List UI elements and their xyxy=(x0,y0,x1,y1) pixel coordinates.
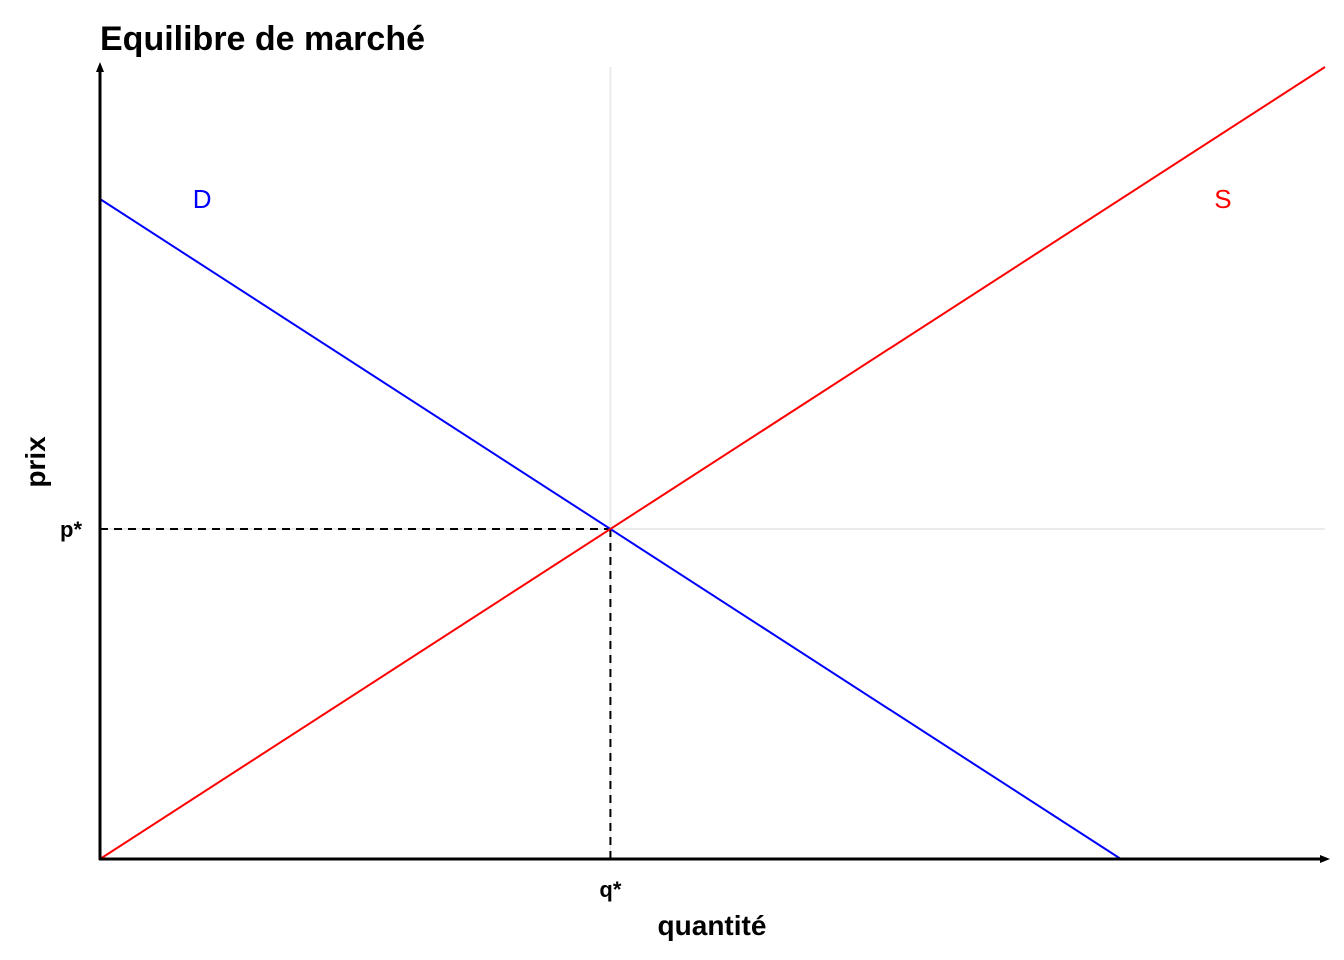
series-line-s xyxy=(99,66,1326,860)
x-tick-label-equilibrium: q* xyxy=(599,877,621,902)
y-axis-label: prix xyxy=(20,436,51,488)
y-tick-label-equilibrium: p* xyxy=(60,517,82,542)
curve-label-d: D xyxy=(193,184,212,214)
curve-label-s: S xyxy=(1214,184,1231,214)
x-axis-label: quantité xyxy=(658,910,767,941)
chart-title: Equilibre de marché xyxy=(100,20,425,58)
